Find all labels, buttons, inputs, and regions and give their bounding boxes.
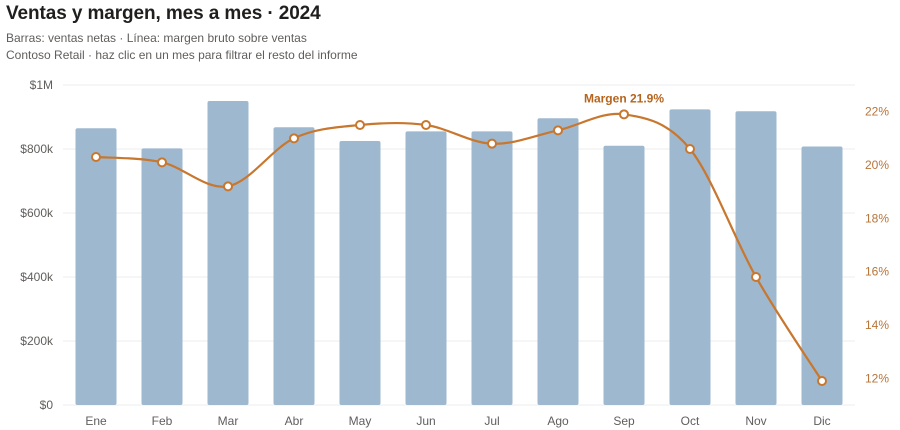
chart-title: Ventas y margen, mes a mes · 2024: [6, 3, 321, 24]
margin-point-may: [355, 120, 365, 130]
x-category-label: Mar: [218, 414, 239, 428]
margin-annotation: Margen 21.9%: [584, 91, 664, 105]
y-right-tick-label: 12%: [865, 371, 889, 385]
margin-point-dic: [817, 376, 827, 386]
bar-oct[interactable]: [669, 109, 711, 405]
bar-abr[interactable]: [273, 127, 315, 406]
x-category-label: Abr: [285, 414, 304, 428]
x-category-label: Nov: [745, 414, 766, 428]
x-category-label: May: [349, 414, 372, 428]
y-left-tick-label: $1M: [30, 78, 53, 92]
y-left-tick-label: $0: [40, 398, 54, 412]
bar-nov[interactable]: [735, 111, 777, 406]
x-category-label: Oct: [681, 414, 700, 428]
bar-jun[interactable]: [405, 131, 447, 405]
margin-point-sep: [619, 109, 629, 120]
bar-may[interactable]: [339, 141, 381, 405]
chart-note: Contoso Retail · haz clic en un mes para…: [6, 48, 358, 62]
x-category-label: Sep: [613, 414, 635, 428]
margin-point-jul: [487, 138, 497, 149]
x-category-label: Jun: [416, 414, 435, 428]
margin-point-ago: [553, 125, 563, 136]
x-category-label: Ago: [547, 414, 569, 428]
bar-dic[interactable]: [801, 146, 843, 405]
y-left-tick-label: $800k: [20, 142, 54, 156]
bar-jul[interactable]: [471, 131, 513, 405]
y-right-tick-label: 14%: [865, 318, 889, 332]
y-left-tick-label: $600k: [20, 206, 54, 220]
margin-point-jun: [421, 120, 431, 130]
x-category-label: Ene: [85, 414, 107, 428]
y-right-tick-label: 18%: [865, 211, 889, 225]
bar-ago[interactable]: [537, 118, 579, 405]
x-category-label: Feb: [152, 414, 173, 428]
y-left-tick-label: $400k: [20, 270, 54, 284]
margin-point-abr: [289, 133, 299, 144]
margin-point-ene: [91, 152, 101, 162]
bar-sep[interactable]: [603, 145, 645, 406]
margin-point-oct: [685, 144, 695, 154]
y-right-tick-label: 20%: [865, 158, 889, 172]
y-right-tick-label: 16%: [865, 265, 889, 279]
x-category-label: Dic: [813, 414, 830, 428]
bar-mar[interactable]: [207, 101, 249, 405]
margin-point-mar: [223, 181, 233, 192]
y-left-tick-label: $200k: [20, 334, 54, 348]
x-category-label: Jul: [484, 414, 499, 428]
bar-ene[interactable]: [75, 128, 117, 405]
margin-point-feb: [157, 157, 167, 168]
margin-point-nov: [751, 272, 761, 282]
chart-subtitle: Barras: ventas netas · Línea: margen bru…: [6, 31, 307, 45]
y-right-tick-label: 22%: [865, 105, 889, 119]
chart-header: Ventas y margen, mes a mes · 2024 Barras…: [6, 2, 358, 64]
bar-feb[interactable]: [141, 148, 183, 406]
